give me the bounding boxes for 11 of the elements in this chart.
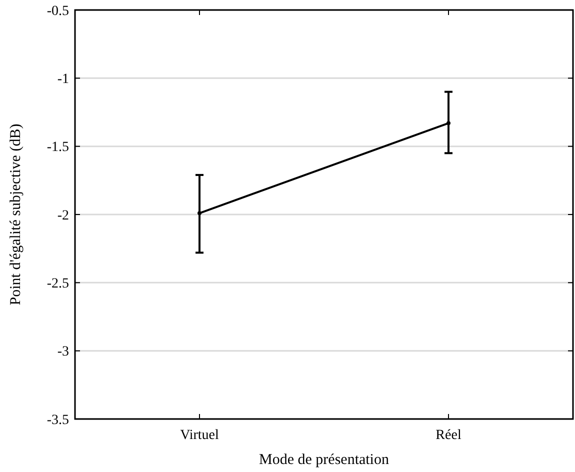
y-tick-label: -1 <box>57 72 69 88</box>
y-tick-label: -0.5 <box>46 4 69 19</box>
x-tick-label: Réel <box>436 428 462 443</box>
y-axis-title: Point d'égalité subjective (dB) <box>8 124 24 306</box>
y-tick-label: -3 <box>57 344 69 360</box>
y-tick-label: -1.5 <box>46 140 69 156</box>
y-tick-label: -3.5 <box>46 412 69 428</box>
x-axis-title: Mode de présentation <box>259 452 390 468</box>
y-tick-label: -2.5 <box>46 276 69 292</box>
y-tick-label: -2 <box>57 208 69 224</box>
x-tick-label: Virtuel <box>180 428 220 443</box>
